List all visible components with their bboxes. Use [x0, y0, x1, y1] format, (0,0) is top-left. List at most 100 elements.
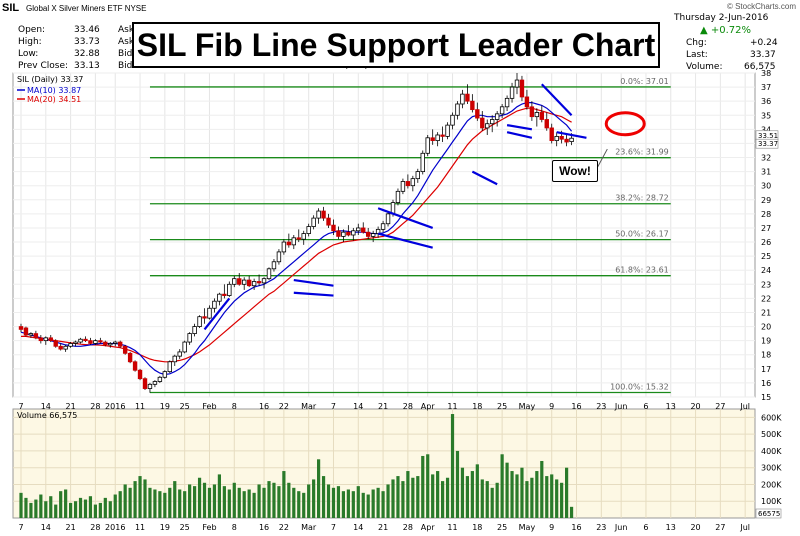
- price-y-tick-label: 34: [761, 125, 771, 134]
- candle-up: [217, 293, 222, 302]
- candle-down: [103, 341, 108, 346]
- candle-down: [48, 337, 53, 342]
- price-x-tick-label: 19: [160, 402, 170, 411]
- volume-bar: [510, 471, 514, 518]
- volume-bar: [346, 489, 350, 518]
- pattern-trendline: [506, 131, 533, 139]
- candle-up: [232, 278, 237, 285]
- price-y-tick-label: 22: [761, 294, 771, 303]
- price-x-tick-label: 23: [596, 402, 606, 411]
- volume-bar: [485, 481, 489, 518]
- chart-title: SIL Fib Line Support Leader Chart: [136, 27, 656, 63]
- candle-up: [356, 227, 361, 232]
- candle-up: [271, 261, 277, 270]
- volume-x-tick-label: 14: [41, 523, 51, 532]
- volume-bar: [88, 496, 93, 518]
- candle-down: [361, 227, 366, 233]
- candle-up: [435, 134, 440, 142]
- price-x-tick-label: 14: [41, 402, 51, 411]
- volume-bar: [515, 474, 519, 518]
- price-y-tick-label: 18: [761, 351, 771, 360]
- candle-down: [127, 352, 133, 363]
- volume-bar: [262, 487, 266, 518]
- candle-down: [296, 237, 301, 240]
- price-x-tick-label: 14: [353, 402, 363, 411]
- volume-x-tick-label: 21: [378, 523, 388, 532]
- stat-prevclose-value: 33.13: [74, 61, 100, 71]
- price-x-tick-label: 20: [690, 402, 700, 411]
- candle-up: [157, 376, 163, 382]
- candle-down: [405, 181, 411, 187]
- price-x-tick-label: 16: [259, 402, 269, 411]
- candle-up: [68, 343, 73, 347]
- wow-callout: Wow!: [552, 160, 598, 182]
- volume-x-tick-label: 7: [18, 523, 23, 532]
- volume-bar: [29, 502, 33, 518]
- candle-down: [98, 340, 103, 343]
- price-y-tick-label: 24: [761, 266, 771, 275]
- candle-down: [237, 278, 242, 285]
- volume-y-tick-label: 300K: [761, 464, 782, 473]
- pct-change: ▲ +0.72%: [700, 25, 752, 36]
- price-y-tick-label: 15: [761, 393, 771, 402]
- candle-up: [301, 233, 306, 240]
- stat-volume-value: 66,575: [744, 62, 776, 72]
- volume-bar: [54, 504, 58, 518]
- price-x-tick-label: 2016: [105, 402, 125, 411]
- price-y-tick-label: 37: [761, 83, 771, 92]
- volume-bar: [530, 477, 534, 518]
- volume-y-tick-label: 500K: [761, 430, 782, 439]
- price-y-tick-label: 31: [761, 168, 771, 177]
- candle-up: [28, 333, 34, 336]
- price-tag-label: 33.51: [758, 132, 778, 140]
- volume-x-tick-label: Mar: [301, 523, 317, 532]
- volume-bar: [297, 491, 301, 518]
- pattern-trendline: [377, 207, 434, 229]
- price-x-tick-label: 27: [715, 402, 725, 411]
- volume-y-tick-label: 400K: [761, 447, 782, 456]
- price-x-tick-label: 25: [497, 402, 507, 411]
- volume-x-tick-label: 7: [331, 523, 336, 532]
- price-y-tick-label: 32: [761, 154, 771, 163]
- volume-bar: [222, 486, 226, 518]
- volume-bar: [436, 471, 440, 518]
- volume-x-tick-label: 28: [403, 523, 413, 532]
- candle-up: [152, 381, 158, 385]
- price-x-tick-label: Apr: [421, 402, 436, 411]
- volume-bar: [282, 471, 286, 518]
- candle-up: [316, 210, 321, 219]
- stat-last-value: 33.37: [750, 50, 776, 60]
- volume-bar: [411, 477, 415, 518]
- stat-open-label: Open:: [18, 25, 46, 35]
- price-x-tick-label: 11: [135, 402, 145, 411]
- stat-volume-label: Volume:: [686, 62, 723, 72]
- price-x-tick-label: 8: [232, 402, 237, 411]
- volume-bar: [465, 476, 469, 518]
- volume-bar: [133, 481, 137, 518]
- volume-bar: [118, 491, 122, 518]
- volume-bar: [188, 484, 192, 518]
- candle-up: [400, 181, 406, 192]
- volume-bar: [212, 484, 217, 518]
- candle-up: [425, 137, 430, 154]
- volume-bar: [128, 487, 132, 518]
- candle-up: [460, 93, 465, 105]
- volume-x-tick-label: 21: [66, 523, 76, 532]
- price-x-tick-label: 21: [378, 402, 388, 411]
- volume-bar: [202, 482, 207, 518]
- candle-down: [544, 119, 549, 129]
- volume-bar: [98, 502, 102, 518]
- volume-bar: [197, 477, 202, 518]
- candle-up: [420, 152, 425, 173]
- volume-x-tick-label: 8: [232, 523, 237, 532]
- volume-bar: [247, 489, 251, 518]
- volume-bar: [64, 489, 68, 518]
- candle-up: [113, 341, 118, 344]
- candle-up: [499, 106, 505, 115]
- candle-down: [137, 369, 143, 380]
- volume-x-tick-label: 14: [353, 523, 363, 532]
- volume-x-tick-label: Jun: [614, 523, 628, 532]
- volume-bar: [421, 455, 425, 518]
- volume-legend-entry: Volume 66,575: [17, 411, 77, 420]
